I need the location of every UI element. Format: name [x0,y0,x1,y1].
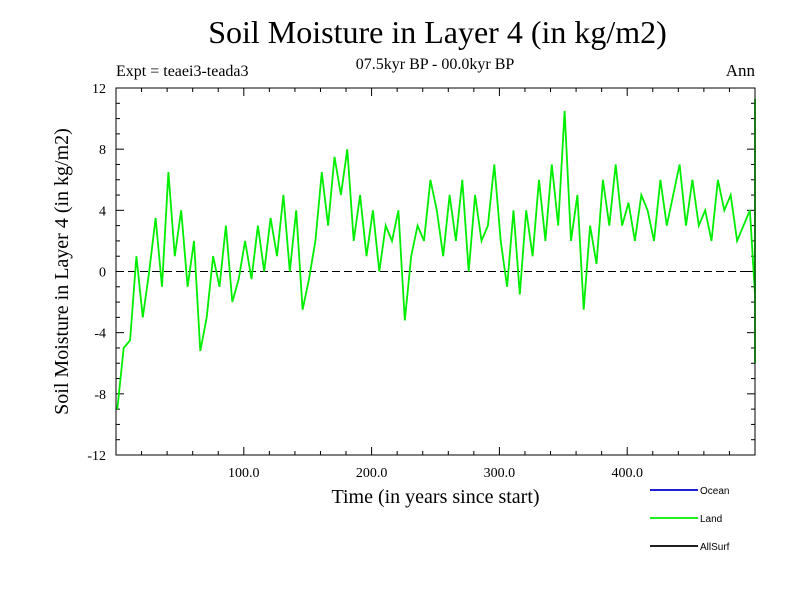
x-axis-label: Time (in years since start) [331,486,539,508]
y-tick-label: -8 [94,388,106,403]
y-tick-label: 12 [92,82,106,97]
plot-frame [115,87,756,456]
y-tick-label: 8 [99,143,106,158]
x-tick-label: 300.0 [484,466,516,481]
x-tick-label: 200.0 [356,466,388,481]
land-series-line [116,98,756,410]
x-tick-label: 100.0 [228,466,260,481]
legend-label-ocean: Ocean [700,486,729,497]
x-tick-label: 400.0 [611,466,643,481]
axis-tick-labels: -12 -8 -4 0 4 8 12 100.0 200.0 300.0 400.0 [87,82,643,481]
legend-label-allsurf: AllSurf [700,542,730,553]
legend-label-land: Land [700,514,722,525]
chart-subtitle: 07.5kyr BP - 00.0kyr BP [355,56,515,73]
y-tick-label: 4 [99,204,106,219]
y-axis-label: Soil Moisture in Layer 4 (in kg/m2) [51,128,73,415]
chart-title: Soil Moisture in Layer 4 (in kg/m2) [208,14,667,50]
period-label: Ann [725,61,755,80]
y-tick-label: -4 [94,327,106,342]
y-tick-label: 0 [99,266,106,281]
y-tick-label: -12 [87,449,106,464]
legend: Ocean Land AllSurf [650,486,730,553]
experiment-label: Expt = teaei3-teada3 [116,63,249,80]
